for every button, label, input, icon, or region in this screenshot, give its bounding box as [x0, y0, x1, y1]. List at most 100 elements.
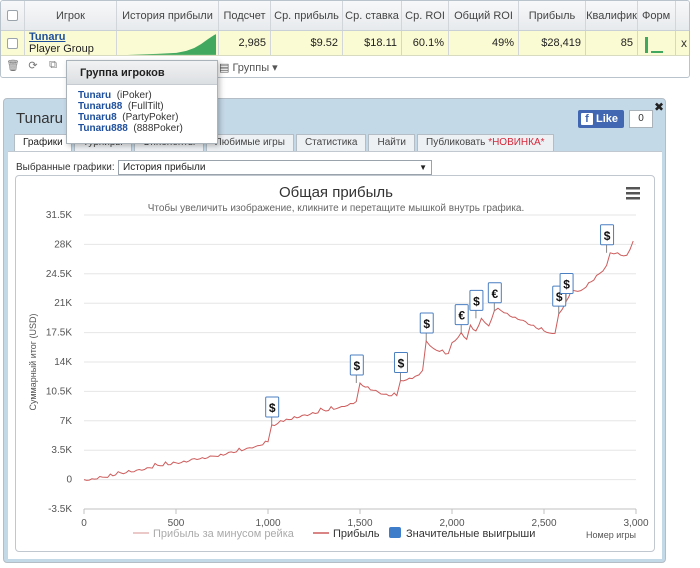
legend-label-profit: Прибыль [333, 528, 380, 540]
significant-win-icon: $ [604, 229, 611, 243]
y-tick-label: -3.5K [48, 504, 72, 515]
tab-charts[interactable]: Графики [14, 134, 72, 151]
popup-list: Tunaru (iPoker) Tunaru88 (FullTilt) Tuna… [67, 85, 217, 134]
legend-label-significant: Значительные выигрыши [406, 528, 535, 540]
profit-cell: $28,419 [519, 31, 586, 55]
chart-subtitle: Чтобы увеличить изображение, кликните и … [148, 202, 525, 214]
column-profit-history[interactable]: История прибыли [117, 1, 219, 30]
new-badge: *НОВИНКА* [488, 137, 545, 148]
tab-bar: Графики Турниры Оппоненты Любимые игры С… [14, 134, 554, 151]
player-group-popup: Группа игроков Tunaru (iPoker) Tunaru88 … [66, 60, 218, 144]
significant-win-marker [393, 351, 408, 373]
x-tick-label: 1,000 [255, 518, 280, 529]
table-row[interactable]: Tunaru Player Group 2,985 $9.52 $18.11 6… [1, 31, 689, 56]
column-avg-stake[interactable]: Ср. ставка [343, 1, 402, 30]
form-cell [638, 31, 676, 55]
significant-win-marker [469, 289, 484, 311]
significant-win-marker [349, 354, 364, 376]
column-avg-profit[interactable]: Ср. прибыль [271, 1, 343, 30]
panel-title: Tunaru [16, 110, 63, 127]
significant-win-icon: $ [423, 317, 430, 331]
column-player[interactable]: Игрок [25, 1, 117, 30]
remove-row-icon[interactable]: x [681, 36, 687, 50]
y-tick-label: 28K [54, 239, 72, 250]
y-axis-label: Суммарный итог (USD) [28, 313, 38, 410]
y-tick-label: 31.5K [46, 210, 72, 221]
refresh-icon[interactable]: ⟳ [28, 59, 38, 72]
avg-stake-cell: $18.11 [343, 31, 402, 55]
player-table: Игрок История прибыли Подсчет Ср. прибыл… [0, 0, 690, 78]
popup-item[interactable]: Tunaru (iPoker) [78, 90, 152, 101]
popup-title: Группа игроков [67, 61, 217, 85]
significant-win-icon: $ [473, 294, 480, 308]
significant-win-icon: $ [269, 401, 276, 415]
row-checkbox[interactable] [1, 31, 25, 55]
total-roi-cell: 49% [449, 31, 519, 55]
tab-search[interactable]: Найти [368, 134, 416, 151]
significant-win-marker [419, 312, 434, 334]
column-qualif[interactable]: Квалифик [586, 1, 638, 30]
chart-select[interactable]: История прибыли ▼ [118, 160, 432, 175]
table-header: Игрок История прибыли Подсчет Ср. прибыл… [1, 1, 689, 31]
series-profit-line [83, 240, 634, 481]
column-count[interactable]: Подсчет [219, 1, 271, 30]
chart-select-label: Выбранные графики: [16, 162, 115, 173]
sparkline-area [126, 33, 217, 55]
x-tick-label: 3,000 [623, 518, 648, 529]
y-tick-label: 0 [66, 475, 72, 486]
y-tick-label: 17.5K [46, 328, 72, 339]
y-tick-label: 3.5K [51, 445, 72, 456]
profit-sparkline [117, 31, 219, 55]
column-total-roi[interactable]: Общий ROI [449, 1, 519, 30]
qualif-cell: 85 [586, 31, 638, 55]
x-tick-label: 2,500 [531, 518, 556, 529]
facebook-like-button[interactable]: f Like [578, 110, 624, 128]
popup-item[interactable]: Tunaru8 (PartyPoker) [78, 112, 179, 123]
popup-item[interactable]: Tunaru888 (888Poker) [78, 123, 183, 134]
count-cell: 2,985 [219, 31, 271, 55]
significant-win-icon: $ [398, 356, 405, 370]
tab-favorite-games[interactable]: Любимые игры [206, 134, 294, 151]
table-toolbar: 🗑 ⟳ ⧉ [6, 58, 59, 72]
player-panel: Tunaru f Like 0 ✖ Графики Турниры Оппоне… [3, 98, 666, 563]
column-avg-roi[interactable]: Ср. ROI [402, 1, 449, 30]
like-count: 0 [629, 110, 653, 128]
significant-win-marker [265, 396, 280, 418]
y-tick-label: 14K [54, 357, 72, 368]
y-tick-label: 10.5K [46, 386, 72, 397]
chart-menu-icon[interactable] [626, 187, 640, 200]
y-tick-label: 21K [54, 298, 72, 309]
x-tick-label: 500 [168, 518, 185, 529]
significant-win-marker [487, 282, 502, 304]
avg-roi-cell: 60.1% [402, 31, 449, 55]
x-tick-label: 2,000 [439, 518, 464, 529]
significant-win-marker [559, 273, 574, 295]
significant-win-icon: $ [556, 290, 563, 304]
select-all-checkbox[interactable] [1, 1, 25, 30]
tab-statistics[interactable]: Статистика [295, 134, 367, 151]
player-link[interactable]: Tunaru [29, 31, 66, 43]
column-form[interactable]: Форм [638, 1, 676, 30]
copy-icon[interactable]: ⧉ [49, 58, 57, 71]
trash-icon[interactable]: 🗑 [6, 59, 20, 72]
significant-win-marker [454, 304, 469, 326]
form-bars [645, 37, 663, 53]
popup-item[interactable]: Tunaru88 (FullTilt) [78, 101, 164, 112]
tab-publish[interactable]: Публиковать *НОВИНКА* [417, 134, 554, 151]
x-axis-label: Номер игры [586, 530, 636, 540]
x-tick-label: 1,500 [347, 518, 372, 529]
y-tick-label: 24.5K [46, 269, 72, 280]
player-group: Player Group [29, 43, 94, 55]
close-icon[interactable]: ✖ [654, 100, 665, 114]
player-cell: Tunaru Player Group [25, 31, 117, 55]
significant-win-icon: € [491, 287, 498, 301]
chart-title: Общая прибыль [279, 184, 393, 201]
dropdown-arrow-icon: ▼ [419, 163, 427, 172]
y-tick-label: 7K [60, 416, 73, 427]
groups-button[interactable]: ▤ Группы ▾ [219, 62, 278, 74]
groups-icon: ▤ [219, 62, 230, 74]
legend-label-rake: Прибыль за минусом рейка [153, 528, 295, 540]
column-profit[interactable]: Прибыль [519, 1, 586, 30]
x-tick-label: 0 [81, 518, 87, 529]
